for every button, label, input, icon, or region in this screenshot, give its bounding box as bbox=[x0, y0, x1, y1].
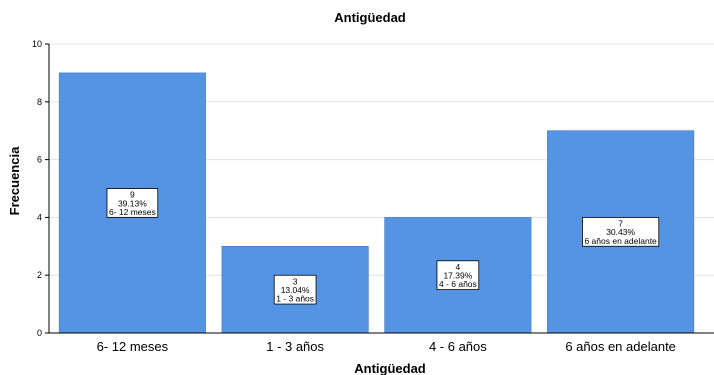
data-label-line: 9 bbox=[130, 190, 135, 200]
data-label-line: 3 bbox=[293, 276, 298, 286]
y-tick-label: 4 bbox=[37, 212, 42, 222]
y-tick-label: 8 bbox=[37, 97, 42, 107]
data-label-line: 6- 12 meses bbox=[109, 207, 156, 217]
data-label: 939.13%6- 12 meses bbox=[106, 188, 159, 218]
data-label-box bbox=[582, 217, 660, 247]
data-label: 417.39%4 - 6 años bbox=[436, 260, 480, 290]
axes: 0 2 4 6 8 10 6- 12 meses 1 - 3 años 4 - 6 años 6 … bbox=[32, 39, 714, 354]
data-label-line: 4 - 6 años bbox=[439, 279, 477, 289]
y-tick-label: 6 bbox=[37, 155, 42, 165]
data-label-line: 13.04% bbox=[281, 285, 310, 295]
y-tick-label: 0 bbox=[37, 328, 42, 338]
data-label-line: 1 - 3 años bbox=[276, 294, 314, 304]
y-axis-title: Frecuencia bbox=[7, 146, 22, 215]
data-labels: 939.13%6- 12 meses 313.04%1 - 3 años 417.3… bbox=[106, 188, 660, 305]
x-tick-label: 6 años en adelante bbox=[565, 339, 676, 354]
data-label: 730.43%6 años en adelante bbox=[582, 217, 660, 247]
data-label-line: 6 años en adelante bbox=[584, 236, 657, 246]
data-label-line: 4 bbox=[456, 262, 461, 272]
y-tick-label: 2 bbox=[37, 270, 42, 280]
data-label: 313.04%1 - 3 años bbox=[273, 274, 317, 305]
data-label-box bbox=[106, 188, 159, 218]
bars bbox=[58, 72, 695, 334]
data-label-box bbox=[436, 260, 480, 290]
data-label-line: 30.43% bbox=[606, 227, 635, 237]
data-label-line: 39.13% bbox=[118, 198, 147, 208]
data-label-line: 17.39% bbox=[443, 271, 472, 281]
data-label-box bbox=[273, 274, 317, 305]
x-axis-title: Antigüedad bbox=[354, 361, 426, 375]
data-label-line: 7 bbox=[618, 219, 623, 229]
x-tick-label: 1 - 3 años bbox=[266, 339, 324, 354]
x-tick-label: 4 - 6 años bbox=[429, 339, 487, 354]
x-tick-label: 6- 12 meses bbox=[97, 339, 169, 354]
chart-title: Antigüedad bbox=[334, 10, 406, 25]
y-tick-label: 10 bbox=[32, 39, 42, 49]
